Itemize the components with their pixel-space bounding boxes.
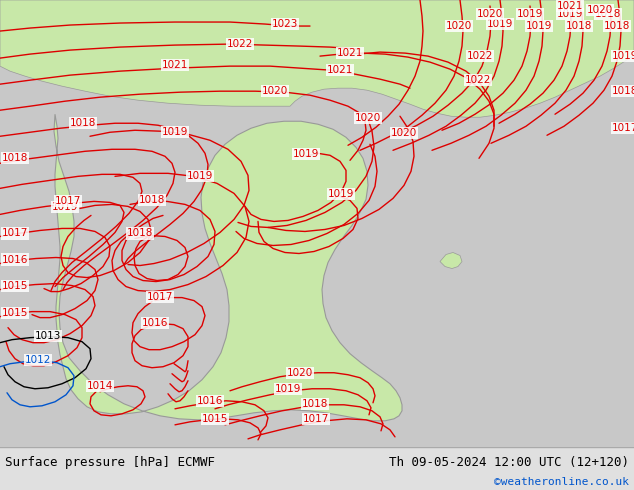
Text: 1019: 1019: [187, 172, 213, 181]
Text: 1020: 1020: [391, 128, 417, 138]
Text: 1021: 1021: [162, 60, 188, 70]
Text: 1022: 1022: [465, 75, 491, 85]
Text: 1016: 1016: [2, 254, 28, 265]
Text: 1019: 1019: [487, 19, 513, 29]
Text: 1020: 1020: [287, 368, 313, 378]
Text: 1022: 1022: [227, 39, 253, 49]
Text: 1016: 1016: [142, 318, 168, 328]
Text: 1015: 1015: [2, 281, 28, 291]
Text: 1018: 1018: [566, 21, 592, 31]
Text: 1023: 1023: [272, 19, 298, 29]
Text: Surface pressure [hPa] ECMWF: Surface pressure [hPa] ECMWF: [5, 456, 215, 469]
Polygon shape: [440, 252, 462, 269]
Text: 1019: 1019: [517, 9, 543, 19]
Text: 1020: 1020: [587, 5, 613, 15]
Text: 1015: 1015: [2, 308, 28, 318]
Text: 1018: 1018: [70, 118, 96, 128]
Text: 1017: 1017: [612, 123, 634, 133]
Text: 1018: 1018: [2, 153, 28, 163]
Text: 1021: 1021: [557, 1, 583, 11]
Text: 1018: 1018: [302, 399, 328, 409]
Text: 1018: 1018: [604, 21, 630, 31]
Polygon shape: [0, 0, 634, 117]
Text: 1014: 1014: [87, 381, 113, 391]
Text: 1016: 1016: [197, 396, 223, 406]
Text: 1020: 1020: [446, 21, 472, 31]
Text: 1012: 1012: [25, 355, 51, 365]
Text: 1021: 1021: [327, 65, 353, 75]
Text: 1018: 1018: [612, 86, 634, 96]
Text: 1015: 1015: [202, 414, 228, 424]
Text: ©weatheronline.co.uk: ©weatheronline.co.uk: [494, 477, 629, 487]
Text: 1017: 1017: [303, 414, 329, 424]
Text: 1019: 1019: [275, 384, 301, 394]
Text: 1019: 1019: [526, 21, 552, 31]
Text: 1019: 1019: [557, 9, 583, 19]
Text: 1017: 1017: [2, 228, 28, 239]
Text: 1017: 1017: [147, 292, 173, 301]
Text: 1020: 1020: [355, 113, 381, 123]
Text: 1017: 1017: [55, 196, 81, 206]
Text: 1013: 1013: [35, 331, 61, 341]
Text: Th 09-05-2024 12:00 UTC (12+120): Th 09-05-2024 12:00 UTC (12+120): [389, 456, 629, 469]
Text: 1020: 1020: [477, 9, 503, 19]
Text: 1018: 1018: [595, 9, 621, 19]
Polygon shape: [54, 114, 402, 421]
Text: 1018: 1018: [127, 228, 153, 239]
Text: 1020: 1020: [262, 86, 288, 96]
Text: 1019: 1019: [52, 202, 78, 212]
Text: 1022: 1022: [467, 51, 493, 61]
Text: 1019: 1019: [293, 149, 319, 159]
Text: 1019: 1019: [162, 127, 188, 137]
Text: 1019: 1019: [328, 189, 354, 199]
Text: 1019: 1019: [612, 51, 634, 61]
Text: 1021: 1021: [337, 48, 363, 58]
Text: 1018: 1018: [139, 196, 165, 205]
